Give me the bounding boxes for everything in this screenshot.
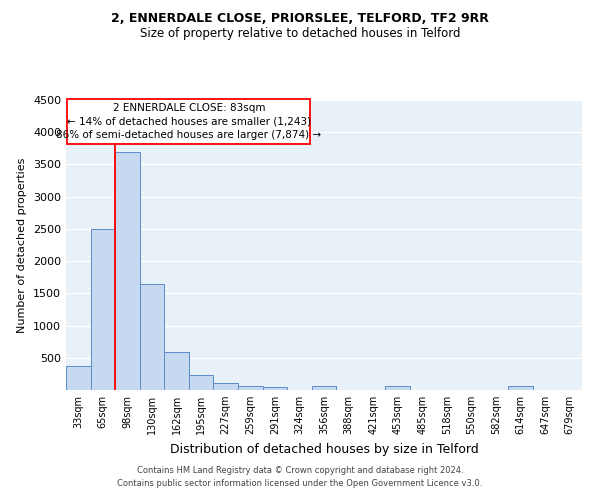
Bar: [312, 386, 336, 390]
Bar: [508, 386, 533, 390]
Bar: [263, 387, 287, 390]
Bar: [115, 152, 140, 390]
Bar: [214, 383, 238, 390]
Bar: [385, 386, 410, 390]
Bar: [189, 375, 214, 390]
X-axis label: Distribution of detached houses by size in Telford: Distribution of detached houses by size …: [170, 442, 478, 456]
Text: Size of property relative to detached houses in Telford: Size of property relative to detached ho…: [140, 28, 460, 40]
Bar: [140, 284, 164, 390]
FancyBboxPatch shape: [67, 98, 310, 144]
Bar: [164, 352, 189, 390]
Bar: [66, 366, 91, 390]
Y-axis label: Number of detached properties: Number of detached properties: [17, 158, 28, 332]
Text: 2, ENNERDALE CLOSE, PRIORSLEE, TELFORD, TF2 9RR: 2, ENNERDALE CLOSE, PRIORSLEE, TELFORD, …: [111, 12, 489, 26]
Bar: [238, 386, 263, 390]
Text: 2 ENNERDALE CLOSE: 83sqm: 2 ENNERDALE CLOSE: 83sqm: [113, 102, 265, 113]
Text: Contains HM Land Registry data © Crown copyright and database right 2024.
Contai: Contains HM Land Registry data © Crown c…: [118, 466, 482, 487]
Bar: [91, 229, 115, 390]
Text: 86% of semi-detached houses are larger (7,874) →: 86% of semi-detached houses are larger (…: [56, 130, 322, 140]
Text: ← 14% of detached houses are smaller (1,243): ← 14% of detached houses are smaller (1,…: [67, 116, 311, 126]
